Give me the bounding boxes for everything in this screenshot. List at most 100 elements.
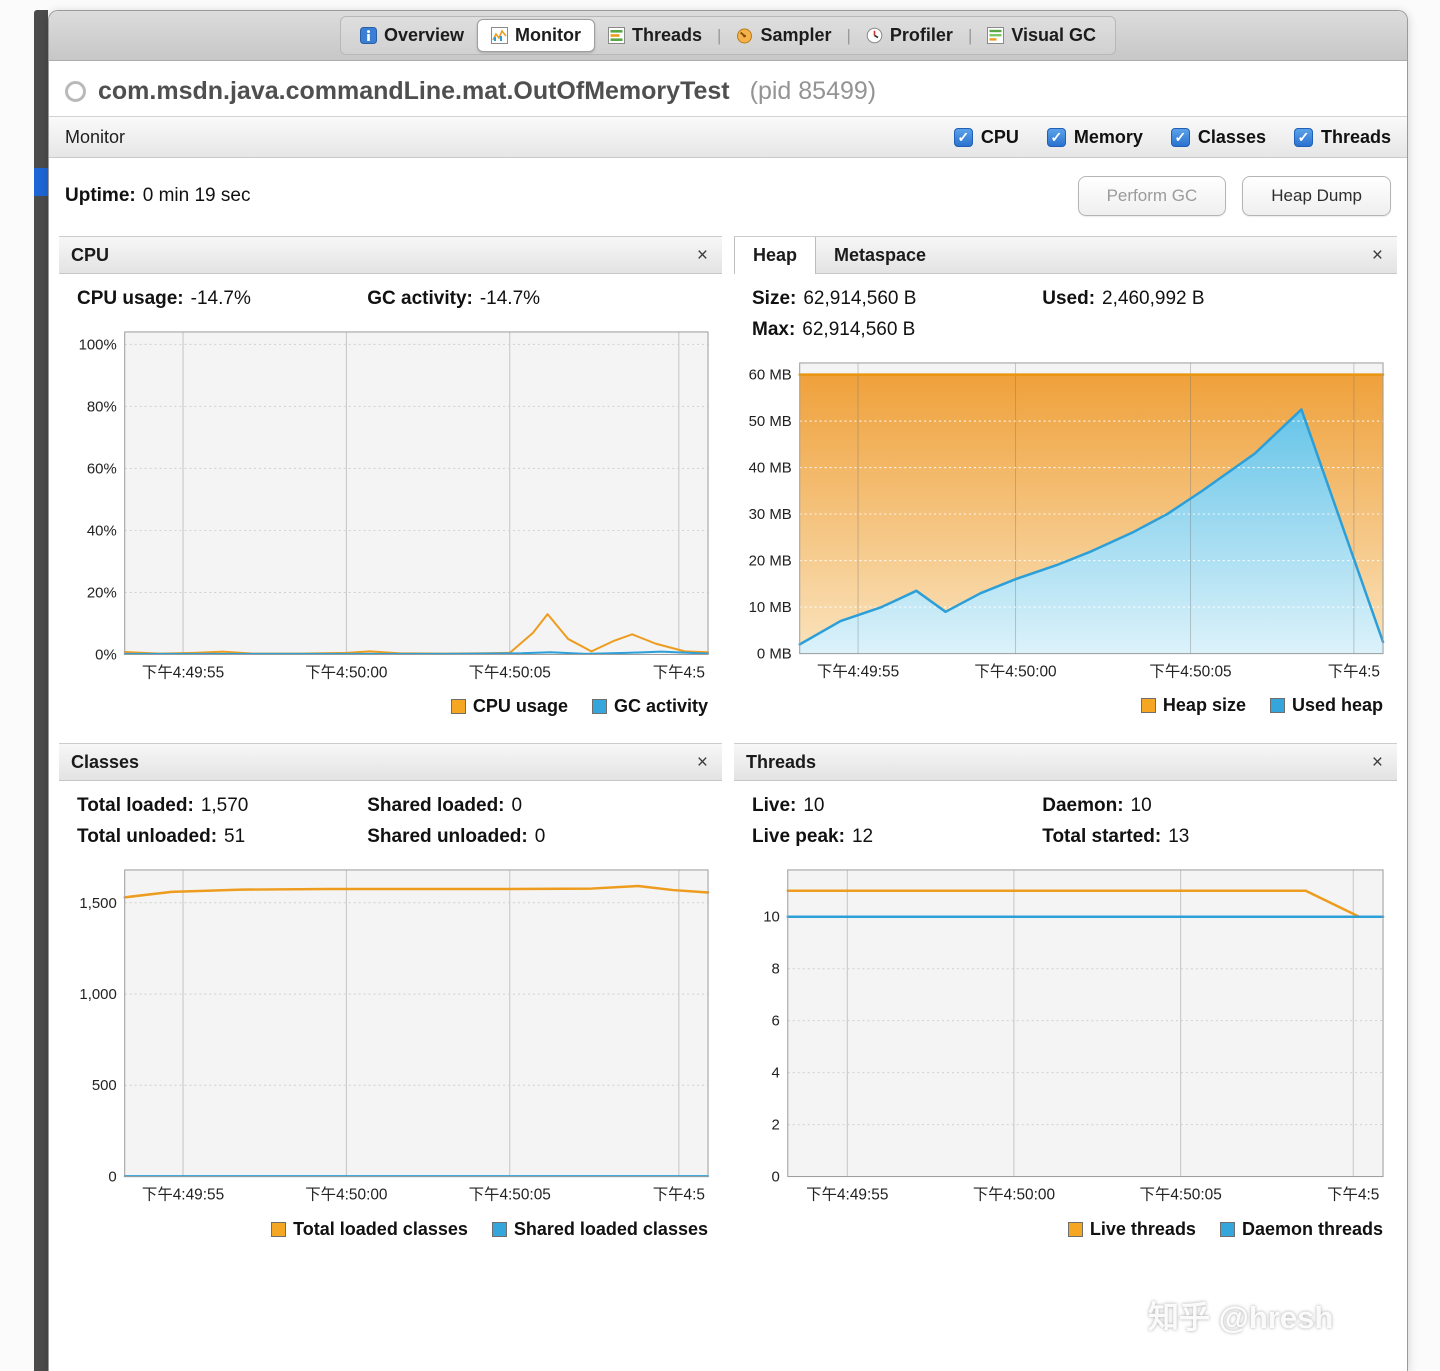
sampler-icon <box>736 27 753 44</box>
tab-overview[interactable]: Overview <box>347 20 477 51</box>
classes-chart: 0 500 1,000 1,500 下午4:49:55 下午4:50:00 下午4:50:0… <box>59 856 722 1210</box>
tab-separator: | <box>717 25 722 45</box>
monitor-bar-title: Monitor <box>65 126 126 147</box>
checkbox-checked-icon: ✓ <box>1293 127 1313 147</box>
stat: Total unloaded: 51 <box>77 826 246 848</box>
checkbox-memory[interactable]: ✓ Memory <box>1046 126 1143 148</box>
page-title: com.msdn.java.commandLine.mat.OutOfMemor… <box>98 77 730 105</box>
stat: Total loaded: 1,570 <box>77 795 249 817</box>
uptime-label: Uptime: <box>65 185 136 206</box>
legend-item: Heap size <box>1140 695 1246 716</box>
stat: Live peak: 12 <box>752 826 874 848</box>
perform-gc-button[interactable]: Perform GC <box>1077 176 1227 216</box>
tab-label: Overview <box>383 25 464 45</box>
checkbox-checked-icon: ✓ <box>953 127 973 147</box>
checkbox-cpu[interactable]: ✓ CPU <box>953 126 1019 148</box>
action-buttons: Perform GC Heap Dump <box>1077 176 1391 216</box>
metric-checkbox-group: ✓ CPU ✓ Memory ✓ Classes ✓ Threads <box>953 126 1391 148</box>
legend-item: Used heap <box>1269 695 1383 716</box>
svg-text:下午4:50:05: 下午4:50:05 <box>1149 663 1231 681</box>
svg-text:下午4:50:00: 下午4:50:00 <box>305 1186 387 1204</box>
svg-text:下午4:50:05: 下午4:50:05 <box>1140 1186 1222 1204</box>
tab-label: Visual GC <box>1011 25 1097 45</box>
classes-legend: Total loaded classes Shared loaded classe… <box>59 1211 722 1252</box>
profiler-icon <box>866 27 883 44</box>
svg-text:20 MB: 20 MB <box>749 553 792 570</box>
stat: Daemon: 10 <box>1042 795 1152 817</box>
close-panel-button[interactable]: × <box>1371 751 1383 773</box>
svg-text:下午4:49:55: 下午4:49:55 <box>806 1186 888 1204</box>
svg-text:40 MB: 40 MB <box>749 460 792 477</box>
svg-text:50 MB: 50 MB <box>749 413 792 430</box>
cpu-panel: CPU × CPU usage: -14.7% GC activity: -14.7… <box>59 236 722 730</box>
tab-visual-gc[interactable]: Visual GC <box>974 20 1109 51</box>
legend-swatch-icon <box>1269 698 1285 714</box>
tab-sampler[interactable]: Sampler <box>723 20 844 51</box>
tab-separator: | <box>967 25 973 45</box>
checkbox-classes[interactable]: ✓ Classes <box>1170 127 1266 148</box>
monitor-section-bar: Monitor ✓ CPU ✓ Memory ✓ Classes ✓ Threa… <box>49 116 1407 158</box>
uptime-value: 0 min 19 sec <box>142 185 251 206</box>
visualvm-window: Overview Monitor Threads | <box>48 10 1408 1371</box>
checkbox-checked-icon: ✓ <box>1046 127 1066 147</box>
close-panel-button[interactable]: × <box>1371 244 1383 266</box>
svg-text:4: 4 <box>771 1065 779 1082</box>
legend-swatch-icon <box>1219 1221 1235 1237</box>
stat: Shared loaded: 0 <box>367 795 523 817</box>
svg-text:30 MB: 30 MB <box>749 506 792 523</box>
tab-threads[interactable]: Threads <box>595 20 715 51</box>
checkbox-label: Threads <box>1320 126 1391 147</box>
tab-monitor[interactable]: Monitor <box>477 19 595 52</box>
heap-dump-button[interactable]: Heap Dump <box>1242 176 1391 216</box>
close-panel-button[interactable]: × <box>696 244 708 266</box>
legend-swatch-icon <box>491 1221 507 1237</box>
threads-panel-header: Threads × <box>734 743 1397 782</box>
svg-text:60 MB: 60 MB <box>749 367 792 384</box>
checkbox-threads[interactable]: ✓ Threads <box>1293 126 1391 148</box>
heap-panel: Heap Metaspace × Size: 62,914,560 B Used:… <box>734 236 1397 730</box>
panel-title: Threads <box>746 751 817 772</box>
legend-item: GC activity <box>591 696 708 717</box>
check-glyph: ✓ <box>957 128 970 145</box>
check-glyph: ✓ <box>1297 128 1310 145</box>
checkbox-label: CPU <box>980 126 1019 147</box>
tab-heap[interactable]: Heap <box>734 237 817 274</box>
cpu-legend: CPU usage GC activity <box>59 688 722 729</box>
legend-item: Daemon threads <box>1219 1218 1383 1240</box>
tab-profiler[interactable]: Profiler <box>853 20 966 51</box>
svg-text:6: 6 <box>771 1013 779 1030</box>
tab-separator: | <box>846 25 851 45</box>
svg-text:下午4:50:05: 下午4:50:05 <box>469 1186 551 1204</box>
panel-title: CPU <box>71 244 110 265</box>
tab-metaspace[interactable]: Metaspace <box>834 244 927 265</box>
panel-grid: CPU × CPU usage: -14.7% GC activity: -14.7… <box>49 232 1407 1252</box>
svg-text:下午4:5: 下午4:5 <box>653 1186 705 1204</box>
svg-text:100%: 100% <box>79 336 117 353</box>
svg-text:60%: 60% <box>87 460 117 477</box>
legend-label: Total loaded classes <box>293 1218 468 1239</box>
svg-text:0%: 0% <box>95 646 117 663</box>
legend-item: Live threads <box>1067 1219 1196 1240</box>
cpu-stats: CPU usage: -14.7% GC activity: -14.7% <box>59 274 722 318</box>
stat: CPU usage: -14.7% <box>77 288 251 309</box>
svg-text:0: 0 <box>771 1169 779 1186</box>
legend-label: Used heap <box>1291 695 1383 716</box>
checkbox-label: Memory <box>1073 126 1143 147</box>
svg-text:下午4:50:00: 下午4:50:00 <box>305 663 387 681</box>
heap-panel-header: Heap Metaspace × <box>734 236 1397 274</box>
classes-panel: Classes × Total loaded: 1,570 Shared load… <box>59 743 722 1252</box>
legend-label: Daemon threads <box>1241 1218 1383 1239</box>
legend-label: Heap size <box>1162 695 1246 716</box>
legend-item: CPU usage <box>450 696 568 717</box>
cpu-chart-svg: 0% 20% 40% 60% 80% 100% 下午4:49:55 下午4:50:00 下午4:… <box>79 331 710 681</box>
svg-text:500: 500 <box>92 1078 117 1095</box>
legend-label: Shared loaded classes <box>513 1218 708 1239</box>
threads-chart-svg: 0 2 4 6 8 10 下午4:49:55 下午4:50:00 下午4:50:05 下午4:5 <box>763 869 1385 1204</box>
panel-title: Classes <box>71 751 140 772</box>
svg-text:下午4:49:55: 下午4:49:55 <box>142 663 224 681</box>
close-panel-button[interactable]: × <box>696 751 708 773</box>
stat: Size: 62,914,560 B <box>752 288 917 309</box>
tab-group: Overview Monitor Threads | <box>339 16 1117 55</box>
background-window-strip <box>34 10 48 1371</box>
